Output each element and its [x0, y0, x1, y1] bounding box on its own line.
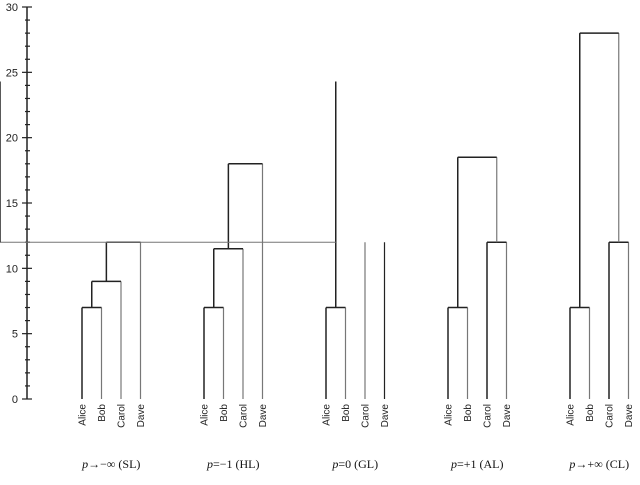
panel-caption: p=+1 (AL): [451, 457, 504, 472]
leaf-label: Bob: [97, 404, 108, 422]
caption-variable: p: [569, 457, 576, 471]
y-tick-label: 20: [6, 133, 18, 145]
y-tick-label: 5: [12, 329, 18, 341]
caption-text: →−∞ (SL): [88, 457, 141, 471]
dendrogram-panel: Alice Bob Carol Dave: [444, 156, 513, 428]
y-axis: 0 5 10 15 20 25 30: [6, 2, 32, 406]
leaf-label: Carol: [605, 404, 616, 428]
leaf-label: Carol: [117, 404, 128, 428]
dendrogram-panel: Alice Bob Carol Dave: [78, 241, 147, 428]
leaf-label: Alice: [322, 404, 333, 426]
caption-variable: p: [206, 457, 213, 471]
dendrogram-panel: Alice Bob Carol Dave: [200, 163, 269, 428]
leaf-label: Bob: [219, 404, 230, 422]
leaf-label: Dave: [502, 404, 513, 428]
leaf-label: Alice: [78, 404, 89, 426]
leaf-label: Carol: [483, 404, 494, 428]
leaf-label: Alice: [444, 404, 455, 426]
dendrogram-panels: Alice Bob Carol Dave Alice Bob Carol Dave Alice B…: [0, 32, 635, 428]
caption-text: =+1 (AL): [456, 457, 504, 471]
caption-variable: p: [450, 457, 457, 471]
y-tick-label: 0: [12, 394, 18, 406]
panel-caption: p→−∞ (SL): [82, 457, 140, 472]
leaf-label: Bob: [463, 404, 474, 422]
leaf-label: Alice: [200, 404, 211, 426]
y-tick-label: 25: [6, 67, 18, 79]
leaf-label: Dave: [258, 404, 269, 428]
dendrogram-panel: Alice Bob Carol Dave: [0, 81, 391, 428]
leaf-label: Carol: [361, 404, 372, 428]
y-tick-label: 10: [6, 263, 18, 275]
leaf-label: Dave: [380, 404, 391, 428]
leaf-label: Alice: [566, 404, 577, 426]
dendrogram-panel: Alice Bob Carol Dave: [566, 32, 635, 428]
caption-text: →+∞ (CL): [575, 457, 630, 471]
leaf-label: Dave: [624, 404, 635, 428]
caption-text: =0 (GL): [338, 457, 379, 471]
panel-caption: p=0 (GL): [332, 457, 378, 472]
panel-caption: p→+∞ (CL): [569, 457, 629, 472]
y-tick-label: 30: [6, 2, 18, 14]
caption-variable: p: [332, 457, 339, 471]
leaf-label: Dave: [136, 404, 147, 428]
panel-caption: p=−1 (HL): [207, 457, 260, 472]
leaf-label: Bob: [341, 404, 352, 422]
caption-text: =−1 (HL): [212, 457, 260, 471]
caption-variable: p: [82, 457, 89, 471]
y-tick-label: 15: [6, 198, 18, 210]
leaf-label: Bob: [585, 404, 596, 422]
leaf-label: Carol: [239, 404, 250, 428]
